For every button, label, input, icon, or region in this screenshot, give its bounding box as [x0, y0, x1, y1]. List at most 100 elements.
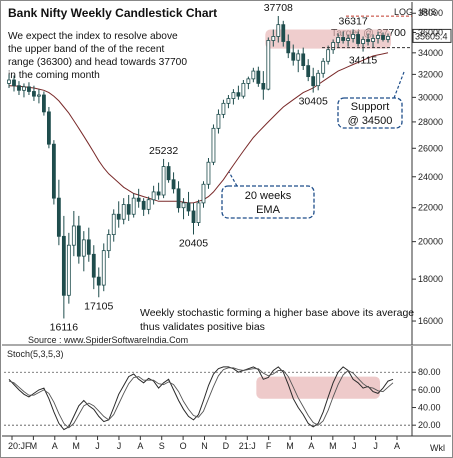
candle-body	[37, 94, 41, 97]
candle-body	[121, 204, 126, 220]
candle-body	[246, 78, 251, 84]
time-tick-label: A	[394, 441, 400, 451]
price-point-label: 34115	[349, 55, 378, 67]
stoch-tick-label: 80.00	[418, 367, 441, 377]
candle-body	[171, 179, 176, 190]
candle-body	[271, 36, 276, 41]
candle-body	[181, 202, 186, 209]
ema-label-pointer	[228, 171, 238, 187]
candle-body	[86, 239, 91, 255]
candle-body	[91, 253, 96, 278]
time-tick-label: M	[329, 441, 337, 451]
candle-body	[176, 188, 181, 209]
time-tick-label: S	[159, 441, 165, 451]
price-tick-label: 26000	[418, 143, 443, 153]
candle-body	[261, 83, 266, 90]
price-tick-label: 24000	[418, 172, 443, 182]
candle-body	[101, 250, 106, 286]
time-tick-label: J	[352, 441, 357, 451]
candle-body	[371, 38, 375, 42]
stoch-line	[8, 366, 394, 431]
time-tick-label: 21:J	[239, 441, 256, 451]
candle-body	[12, 79, 16, 87]
candle-body	[301, 53, 306, 67]
candle-body	[231, 92, 236, 99]
candle-body	[27, 86, 31, 92]
candle-body	[22, 86, 26, 91]
support-label-line: Support	[351, 101, 390, 113]
ema-label-box	[221, 185, 315, 219]
last-price-box	[412, 28, 452, 43]
commentary-line: We expect the index to resolve above	[8, 31, 178, 42]
price-tick-label: 34000	[418, 48, 443, 58]
candle-body	[46, 111, 51, 145]
candle-body	[76, 225, 81, 257]
time-tick-label: J	[95, 441, 100, 451]
candle-body	[141, 200, 146, 210]
price-point-label: 25232	[149, 145, 178, 157]
candle-body	[196, 202, 201, 223]
price-point-label: 37708	[264, 2, 293, 14]
candle-body	[221, 102, 226, 115]
price-tick-label: 20000	[418, 237, 443, 247]
ema-label-line: EMA	[256, 204, 281, 216]
stochastic-note-line: thus validates positive bias	[140, 321, 265, 333]
candle-body	[256, 70, 261, 84]
candle-body	[321, 60, 326, 74]
stoch-title: Stoch(5,3,5,3)	[7, 349, 64, 359]
candle-body	[326, 49, 331, 62]
price-point-label: 30405	[299, 96, 328, 108]
candle-body	[56, 197, 61, 237]
stochastic-note-line: Weekly stochastic forming a higher base …	[140, 307, 414, 319]
price-tick-label: 38000	[418, 8, 443, 18]
candle-body	[216, 113, 221, 129]
price-point-label: 17105	[84, 300, 113, 312]
candle-body	[241, 83, 246, 97]
price-tick-label: 32000	[418, 69, 443, 79]
candle-body	[316, 72, 321, 87]
log-scale-label: LOG	[394, 7, 413, 17]
candle-body	[366, 39, 370, 42]
candle-body	[61, 235, 66, 296]
time-tick-label: M	[286, 441, 294, 451]
source-text: Source : www.SpiderSoftwareIndia.Com	[28, 335, 188, 345]
candle-body	[116, 213, 121, 220]
price-tick-label: 28000	[418, 117, 443, 127]
candle-body	[151, 191, 156, 201]
time-tick-label: J	[117, 441, 122, 451]
candle-body	[111, 213, 116, 235]
commentary-text: We expect the index to resolve above the…	[8, 31, 190, 81]
chart-title: Bank Nifty Weekly Candlestick Chart	[8, 6, 217, 20]
time-tick-label: A	[52, 441, 58, 451]
candle-body	[226, 98, 231, 104]
candle-body	[126, 204, 131, 215]
candle-body	[81, 239, 86, 257]
candle-body	[351, 34, 355, 39]
price-point-label: 20405	[179, 238, 208, 250]
candle-body	[156, 191, 161, 196]
price-tick-label: 36000	[418, 27, 443, 37]
stoch-tick-label: 60.00	[418, 385, 441, 395]
price-tick-label: 18000	[418, 274, 443, 284]
time-tick-label: M	[72, 441, 80, 451]
stoch-tick-label: 20.00	[418, 420, 441, 430]
candle-body	[206, 161, 211, 185]
time-tick-label: F	[266, 441, 272, 451]
candle-body	[341, 37, 346, 41]
price-tick-label: 16000	[418, 316, 443, 326]
ema-label-line: 20 weeks	[245, 190, 292, 202]
candle-body	[251, 70, 256, 80]
price-point-label: 36317	[338, 15, 367, 27]
price-point-label: 16116	[50, 321, 79, 333]
candle-body	[236, 92, 241, 97]
candle-body	[346, 38, 351, 41]
candle-body	[291, 52, 296, 61]
candle-body	[66, 244, 71, 296]
candle-body	[386, 36, 390, 40]
support-label-line: @ 34500	[348, 115, 393, 127]
candle-body	[17, 85, 21, 91]
candle-body	[146, 199, 151, 210]
support-label-box	[337, 97, 403, 129]
